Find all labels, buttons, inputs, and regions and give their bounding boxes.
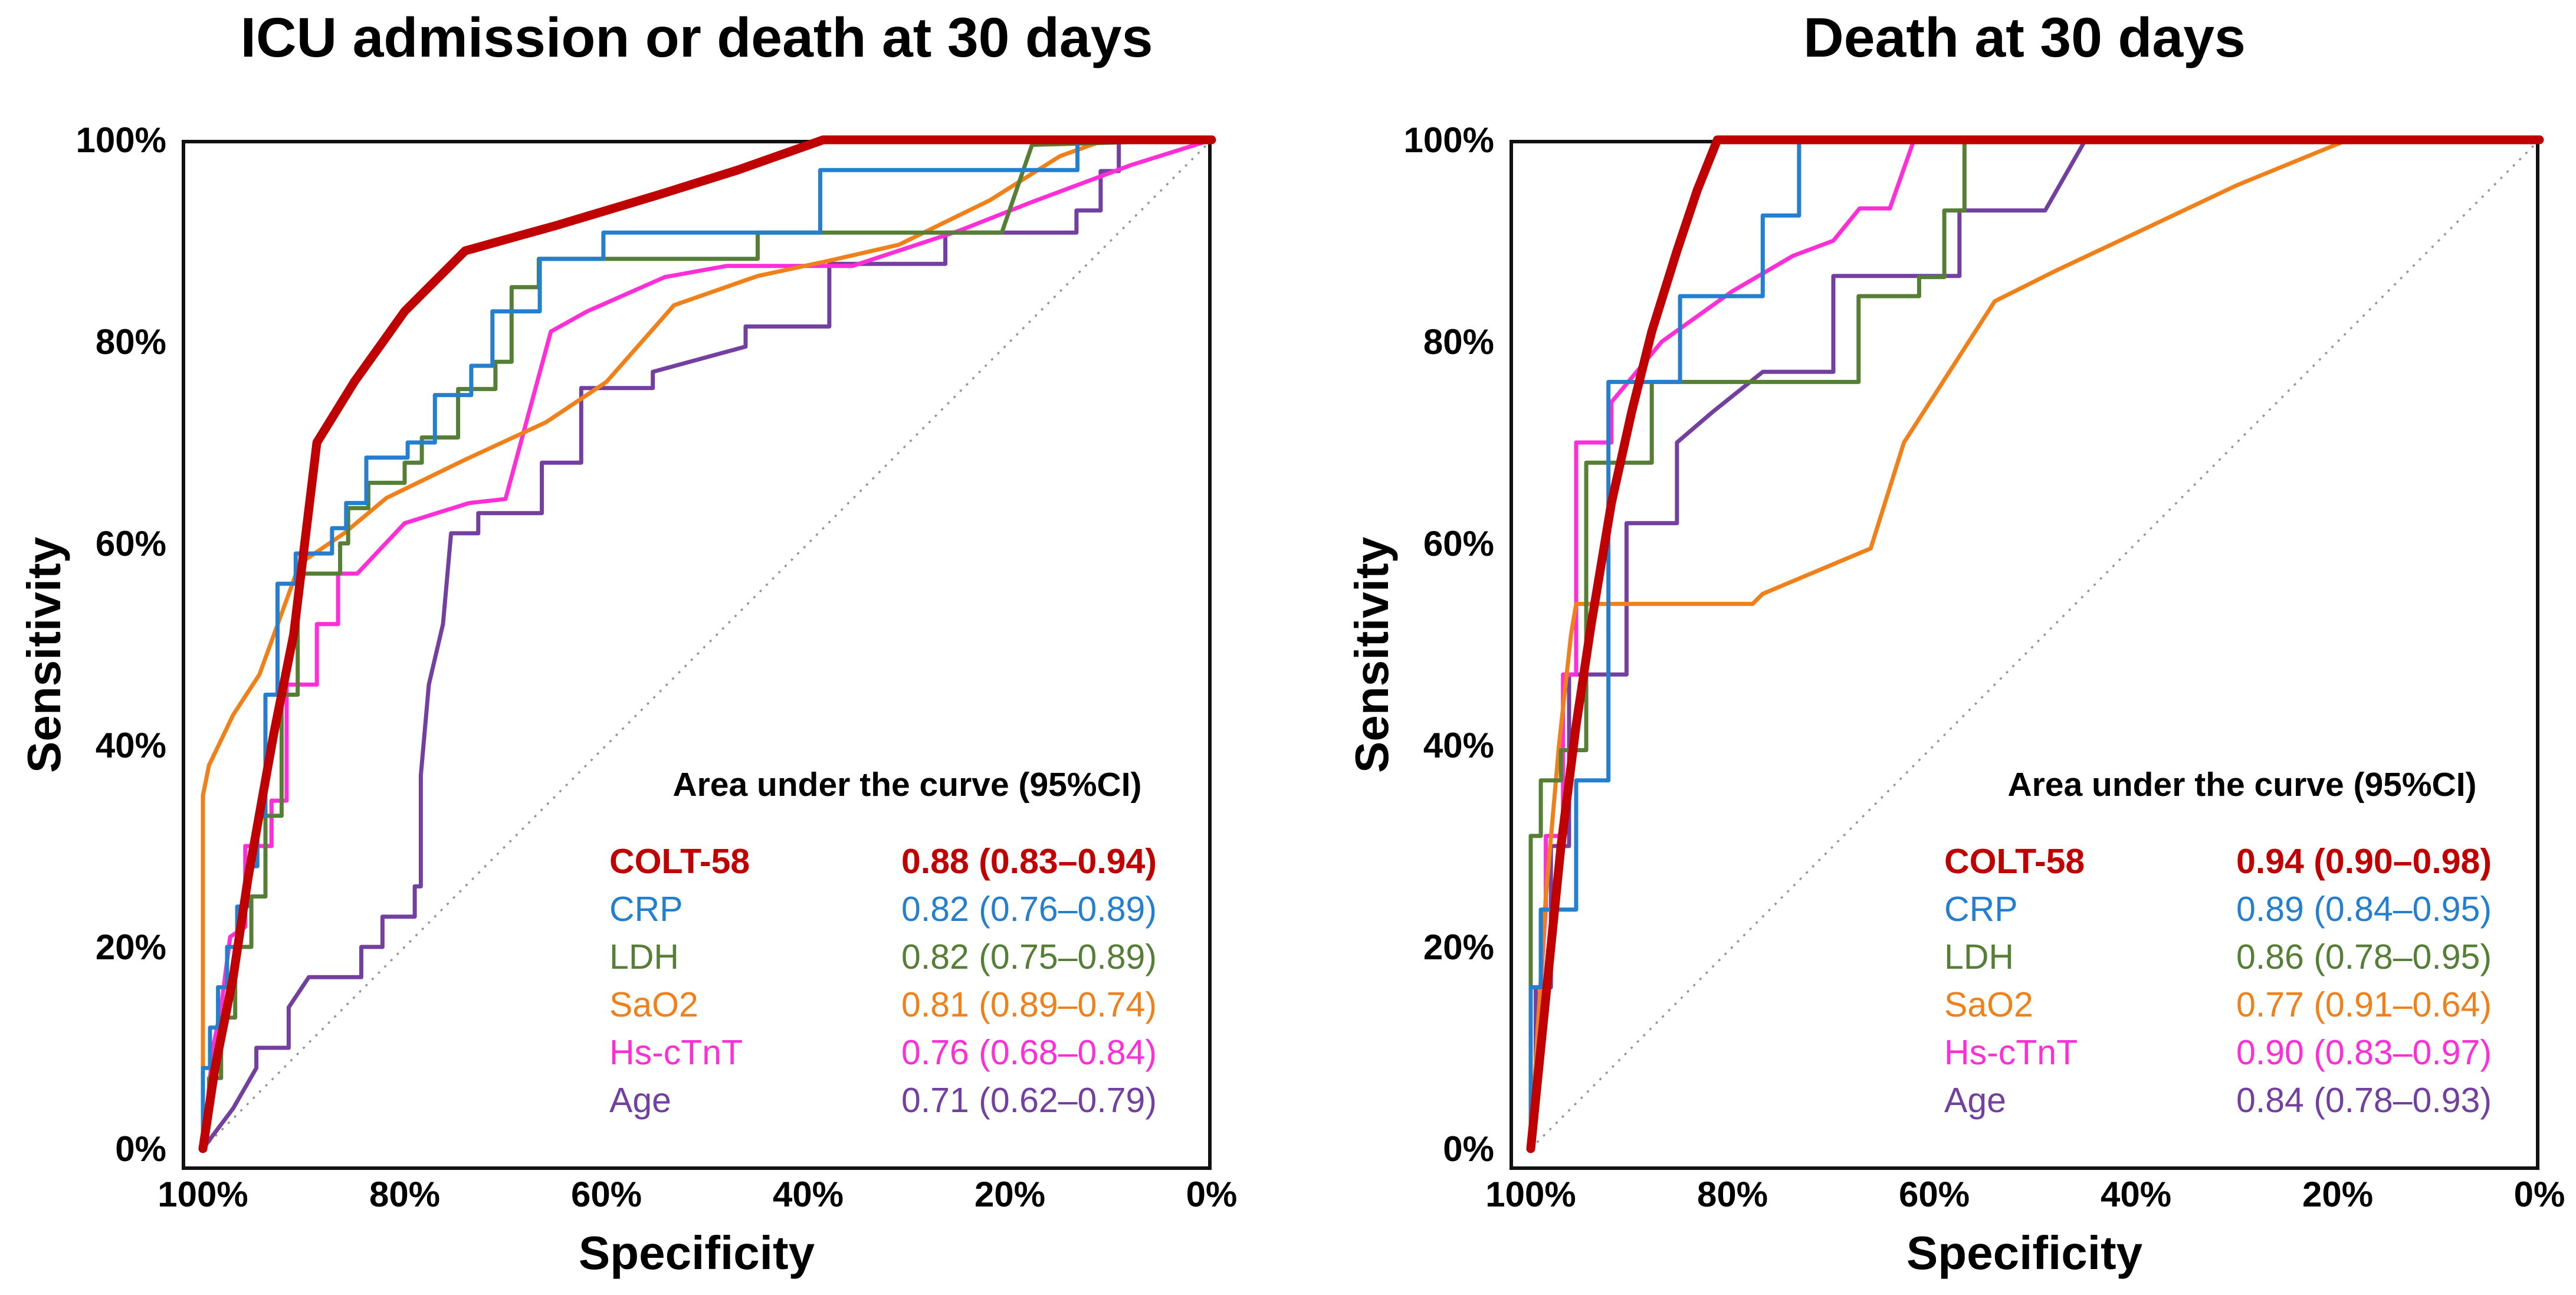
legend-row-colt58: COLT-58 0.94 (0.90–0.98) [1944, 838, 2540, 886]
legend-row-age: Age 0.84 (0.78–0.93) [1944, 1077, 2540, 1124]
legend-row-sao2: SaO2 0.77 (0.91–0.64) [1944, 981, 2540, 1029]
x-tick-label: 80% [369, 1175, 440, 1214]
legend-row-crp: CRP 0.89 (0.84–0.95) [1944, 886, 2540, 933]
legend-row-hsctnt: Hs-cTnT 0.90 (0.83–0.97) [1944, 1029, 2540, 1077]
legend-label: CRP [609, 890, 683, 929]
legend-row-colt58: COLT-58 0.88 (0.83–0.94) [609, 838, 1205, 886]
legend-label: LDH [1944, 937, 2014, 976]
legend-label: Age [1944, 1081, 2006, 1120]
legend-auc-value: 0.94 (0.90–0.98) [2236, 842, 2492, 881]
legend-death: Area under the curve (95%CI) COLT-58 0.9… [1944, 764, 2540, 1124]
x-tick-label: 80% [1697, 1175, 1768, 1214]
legend-label: Age [609, 1081, 671, 1120]
roc-curve-colt-58 [1526, 135, 2544, 1153]
legend-auc-value: 0.88 (0.83–0.94) [901, 842, 1157, 881]
plot-box [182, 140, 1212, 1170]
legend-auc-value: 0.81 (0.89–0.74) [901, 985, 1157, 1024]
x-axis-title-icu: Specificity [578, 1227, 815, 1279]
y-tick-label: 40% [1423, 726, 1494, 765]
x-tick-label: 20% [2302, 1175, 2373, 1214]
y-tick-label: 80% [1423, 322, 1494, 362]
x-tick-label: 100% [1485, 1175, 1576, 1214]
x-tick-label: 40% [773, 1175, 844, 1214]
roc-chart-icu: 100% 80% 60% 40% 20% 0% 0% 20% 40% 60% 80% 100% [76, 120, 1238, 1214]
legend-label: Hs-cTnT [1944, 1033, 2078, 1072]
legend-header: Area under the curve (95%CI) [672, 766, 1142, 804]
legend-auc-value: 0.86 (0.78–0.95) [2236, 937, 2492, 976]
legend-auc-value: 0.84 (0.78–0.93) [2236, 1081, 2492, 1120]
y-tick-label: 80% [96, 322, 166, 362]
y-tick-label: 60% [96, 524, 166, 563]
legend-auc-value: 0.89 (0.84–0.95) [2236, 890, 2492, 929]
x-tick-label: 60% [571, 1175, 642, 1214]
legend-label: SaO2 [1944, 985, 2033, 1024]
roc-curve-age [201, 137, 1214, 1151]
legend-row-hsctnt: Hs-cTnT 0.76 (0.68–0.84) [609, 1029, 1205, 1077]
roc-curve-colt-58 [198, 135, 1216, 1153]
legend-auc-value: 0.82 (0.75–0.89) [901, 937, 1157, 976]
legend-auc-value: 0.71 (0.62–0.79) [901, 1081, 1157, 1120]
roc-curve-crp [201, 137, 1214, 1151]
legend-label: COLT-58 [1944, 842, 2085, 881]
legend-header: Area under the curve (95%CI) [2007, 766, 2477, 804]
legend-label: COLT-58 [609, 842, 750, 881]
legend-label: Hs-cTnT [609, 1033, 743, 1072]
y-tick-label: 20% [96, 927, 166, 967]
legend-row-crp: CRP 0.82 (0.76–0.89) [609, 886, 1205, 933]
roc-curve-hs-ctnt [1528, 137, 2542, 1151]
legend-row-age: Age 0.71 (0.62–0.79) [609, 1077, 1205, 1124]
y-axis-title-death: Sensitivity [1346, 536, 1398, 773]
y-tick-label: 100% [76, 120, 166, 160]
legend-label: LDH [609, 937, 680, 976]
x-tick-label: 20% [974, 1175, 1045, 1214]
y-tick-label: 60% [1423, 524, 1494, 563]
legend-auc-value: 0.76 (0.68–0.84) [901, 1033, 1157, 1072]
legend-icu: Area under the curve (95%CI) COLT-58 0.8… [609, 764, 1205, 1124]
roc-chart-death: 100% 80% 60% 40% 20% 0% 0% 20% 40% 60% 80% 100% [1404, 120, 2565, 1214]
legend-label: SaO2 [609, 985, 698, 1024]
legend-row-ldh: LDH 0.86 (0.78–0.95) [1944, 933, 2540, 981]
y-tick-label: 0% [115, 1129, 166, 1169]
legend-auc-value: 0.90 (0.83–0.97) [2236, 1033, 2492, 1072]
x-tick-label: 60% [1899, 1175, 1970, 1214]
plot-title-death: Death at 30 days [1803, 6, 2246, 69]
x-tick-label: 0% [1186, 1175, 1238, 1214]
x-tick-label: 100% [157, 1175, 248, 1214]
y-tick-label: 20% [1423, 927, 1494, 967]
legend-auc-value: 0.82 (0.76–0.89) [901, 890, 1157, 929]
y-axis-title-icu: Sensitivity [18, 536, 70, 773]
y-tick-label: 40% [96, 726, 166, 765]
y-tick-label: 0% [1443, 1129, 1494, 1169]
roc-curve-sao2 [201, 137, 1214, 1151]
legend-row-ldh: LDH 0.82 (0.75–0.89) [609, 933, 1205, 981]
legend-row-sao2: SaO2 0.81 (0.89–0.74) [609, 981, 1205, 1029]
roc-curve-sao2 [1528, 137, 2542, 1151]
x-tick-label: 40% [2101, 1175, 2171, 1214]
legend-label: CRP [1944, 890, 2018, 929]
x-tick-label: 0% [2514, 1175, 2565, 1214]
legend-auc-value: 0.77 (0.91–0.64) [2236, 985, 2492, 1024]
x-axis-title-death: Specificity [1906, 1227, 2143, 1279]
plot-title-icu: ICU admission or death at 30 days [240, 6, 1153, 69]
roc-curve-crp [1528, 137, 2542, 1151]
y-tick-label: 100% [1404, 120, 1494, 160]
